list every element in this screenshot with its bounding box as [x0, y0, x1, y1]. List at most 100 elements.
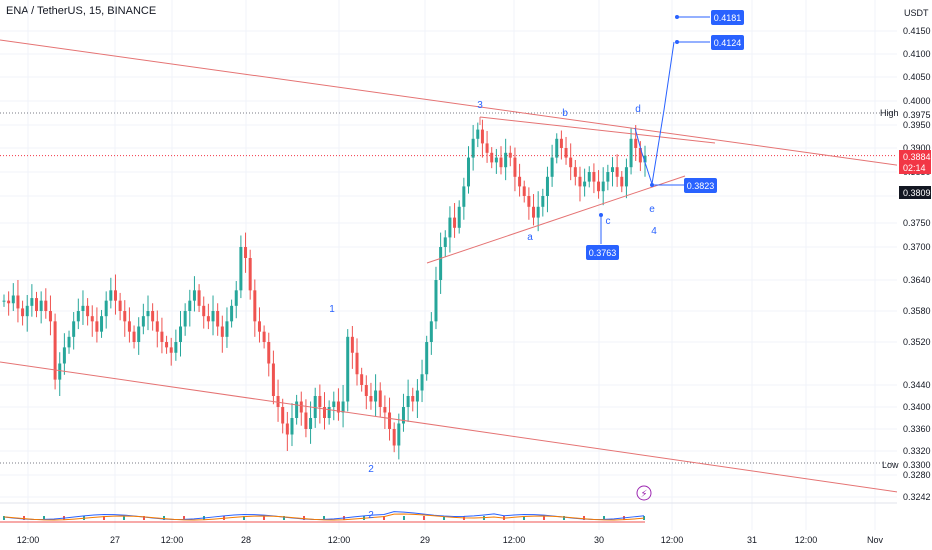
osc-histogram-bar	[3, 516, 5, 520]
trendline	[0, 361, 932, 498]
candle-body	[81, 305, 85, 311]
candle-body	[309, 418, 313, 429]
price-tick-label: 0.3400	[903, 402, 931, 412]
candle-body	[151, 311, 155, 322]
low-label: Low	[882, 460, 899, 470]
candle-body	[327, 407, 331, 418]
wave-label: c	[606, 216, 611, 227]
target-dot	[650, 183, 654, 187]
time-axis[interactable]: 12:00 27 12:00 28 12:00 29 12:00 30 12:00 31 12:00…	[17, 535, 884, 545]
lightning-glyph: ⚡	[640, 489, 647, 500]
countdown: 02:14	[903, 163, 926, 173]
osc-histogram-bar	[43, 516, 45, 520]
time-tick-label: 28	[241, 535, 251, 545]
candle-body	[11, 295, 15, 304]
candle-body	[429, 321, 433, 342]
candle-body	[2, 300, 6, 302]
price-axis[interactable]: USDT 0.4150 0.4100 0.4050 0.4000 0.3950 0.3900…	[880, 0, 932, 550]
candle-body	[485, 143, 489, 153]
candle-body	[620, 176, 624, 187]
osc-histogram-bar	[423, 516, 425, 520]
candle-body	[360, 374, 364, 385]
candle-body	[118, 300, 122, 311]
candle-body	[281, 407, 285, 424]
wave-label: 1	[329, 304, 335, 315]
candle-body	[388, 412, 392, 429]
price-tick-label: 0.3520	[903, 337, 931, 347]
candle-body	[25, 305, 29, 317]
oscillator-pane: 2⚡0.00170.0002	[0, 485, 931, 526]
target-price-box	[586, 245, 619, 260]
price-tick-label: 0.3580	[903, 306, 931, 316]
candle-body	[341, 401, 345, 413]
candle-body	[44, 300, 48, 311]
time-tick-label: Nov	[867, 535, 884, 545]
candle-body	[267, 342, 271, 364]
trendline	[426, 175, 686, 264]
osc-histogram-bar	[443, 516, 445, 520]
wave-label: a	[527, 232, 533, 243]
candle-body	[443, 237, 447, 247]
target-price-box	[711, 10, 744, 25]
candle-body	[355, 352, 359, 375]
candle-body	[499, 157, 503, 168]
candle-body	[397, 423, 401, 446]
candle-body	[30, 298, 34, 306]
candle-body	[504, 152, 508, 168]
candle-body	[508, 152, 512, 158]
osc-histogram-bar	[263, 516, 265, 520]
candle-body	[155, 321, 159, 332]
target-dot	[675, 40, 679, 44]
osc-histogram-bar	[523, 516, 525, 520]
osc-histogram-bar	[583, 516, 585, 520]
osc-line-slow	[3, 513, 645, 521]
wave-label: 4	[651, 226, 657, 237]
candle-body	[610, 167, 614, 172]
candle-body	[67, 336, 71, 348]
candle-body	[480, 129, 484, 144]
price-tick-label: 0.3700	[903, 242, 931, 252]
osc-histogram-bar	[23, 516, 25, 520]
wave-label: d	[635, 104, 641, 115]
target-dot	[599, 213, 603, 217]
candle-body	[583, 181, 587, 187]
time-tick-label: 12:00	[328, 535, 351, 545]
candle-body	[95, 321, 99, 332]
candle-body	[285, 423, 289, 435]
candle-body	[615, 167, 619, 177]
candle-body	[141, 316, 145, 327]
price-tick-label: 0.3320	[903, 446, 931, 456]
time-tick-label: 12:00	[795, 535, 818, 545]
candle-body	[100, 316, 104, 332]
candle-body	[601, 181, 605, 192]
candle-body	[109, 290, 113, 301]
candle-body	[90, 316, 94, 322]
candle-body	[448, 217, 452, 238]
candle-body	[137, 326, 141, 342]
osc-histogram-bar	[143, 516, 145, 520]
target-price-label: 0.4124	[714, 38, 742, 48]
candles	[2, 119, 647, 460]
candle-body	[332, 401, 336, 407]
candle-body	[578, 176, 582, 187]
low-value: 0.3300	[903, 460, 931, 470]
price-tick-label: 0.3950	[903, 120, 931, 130]
candle-body	[541, 196, 545, 207]
price-tick-label: 0.3640	[903, 275, 931, 285]
time-tick-label: 12:00	[161, 535, 184, 545]
candle-body	[295, 401, 299, 418]
prev-price-value: 0.3809	[903, 188, 931, 198]
osc-histogram-bar	[603, 516, 605, 520]
last-price-value: 0.3884	[903, 152, 931, 162]
candle-body	[336, 401, 340, 413]
target-price-box	[711, 35, 744, 50]
time-tick-label: 12:00	[17, 535, 40, 545]
candle-body	[248, 258, 252, 291]
target-price-label: 0.4181	[714, 13, 742, 23]
candle-body	[597, 181, 601, 192]
candle-body	[234, 290, 238, 306]
candle-body	[462, 186, 466, 207]
osc-histogram-bar	[183, 516, 185, 520]
osc-histogram-bar	[403, 516, 405, 520]
